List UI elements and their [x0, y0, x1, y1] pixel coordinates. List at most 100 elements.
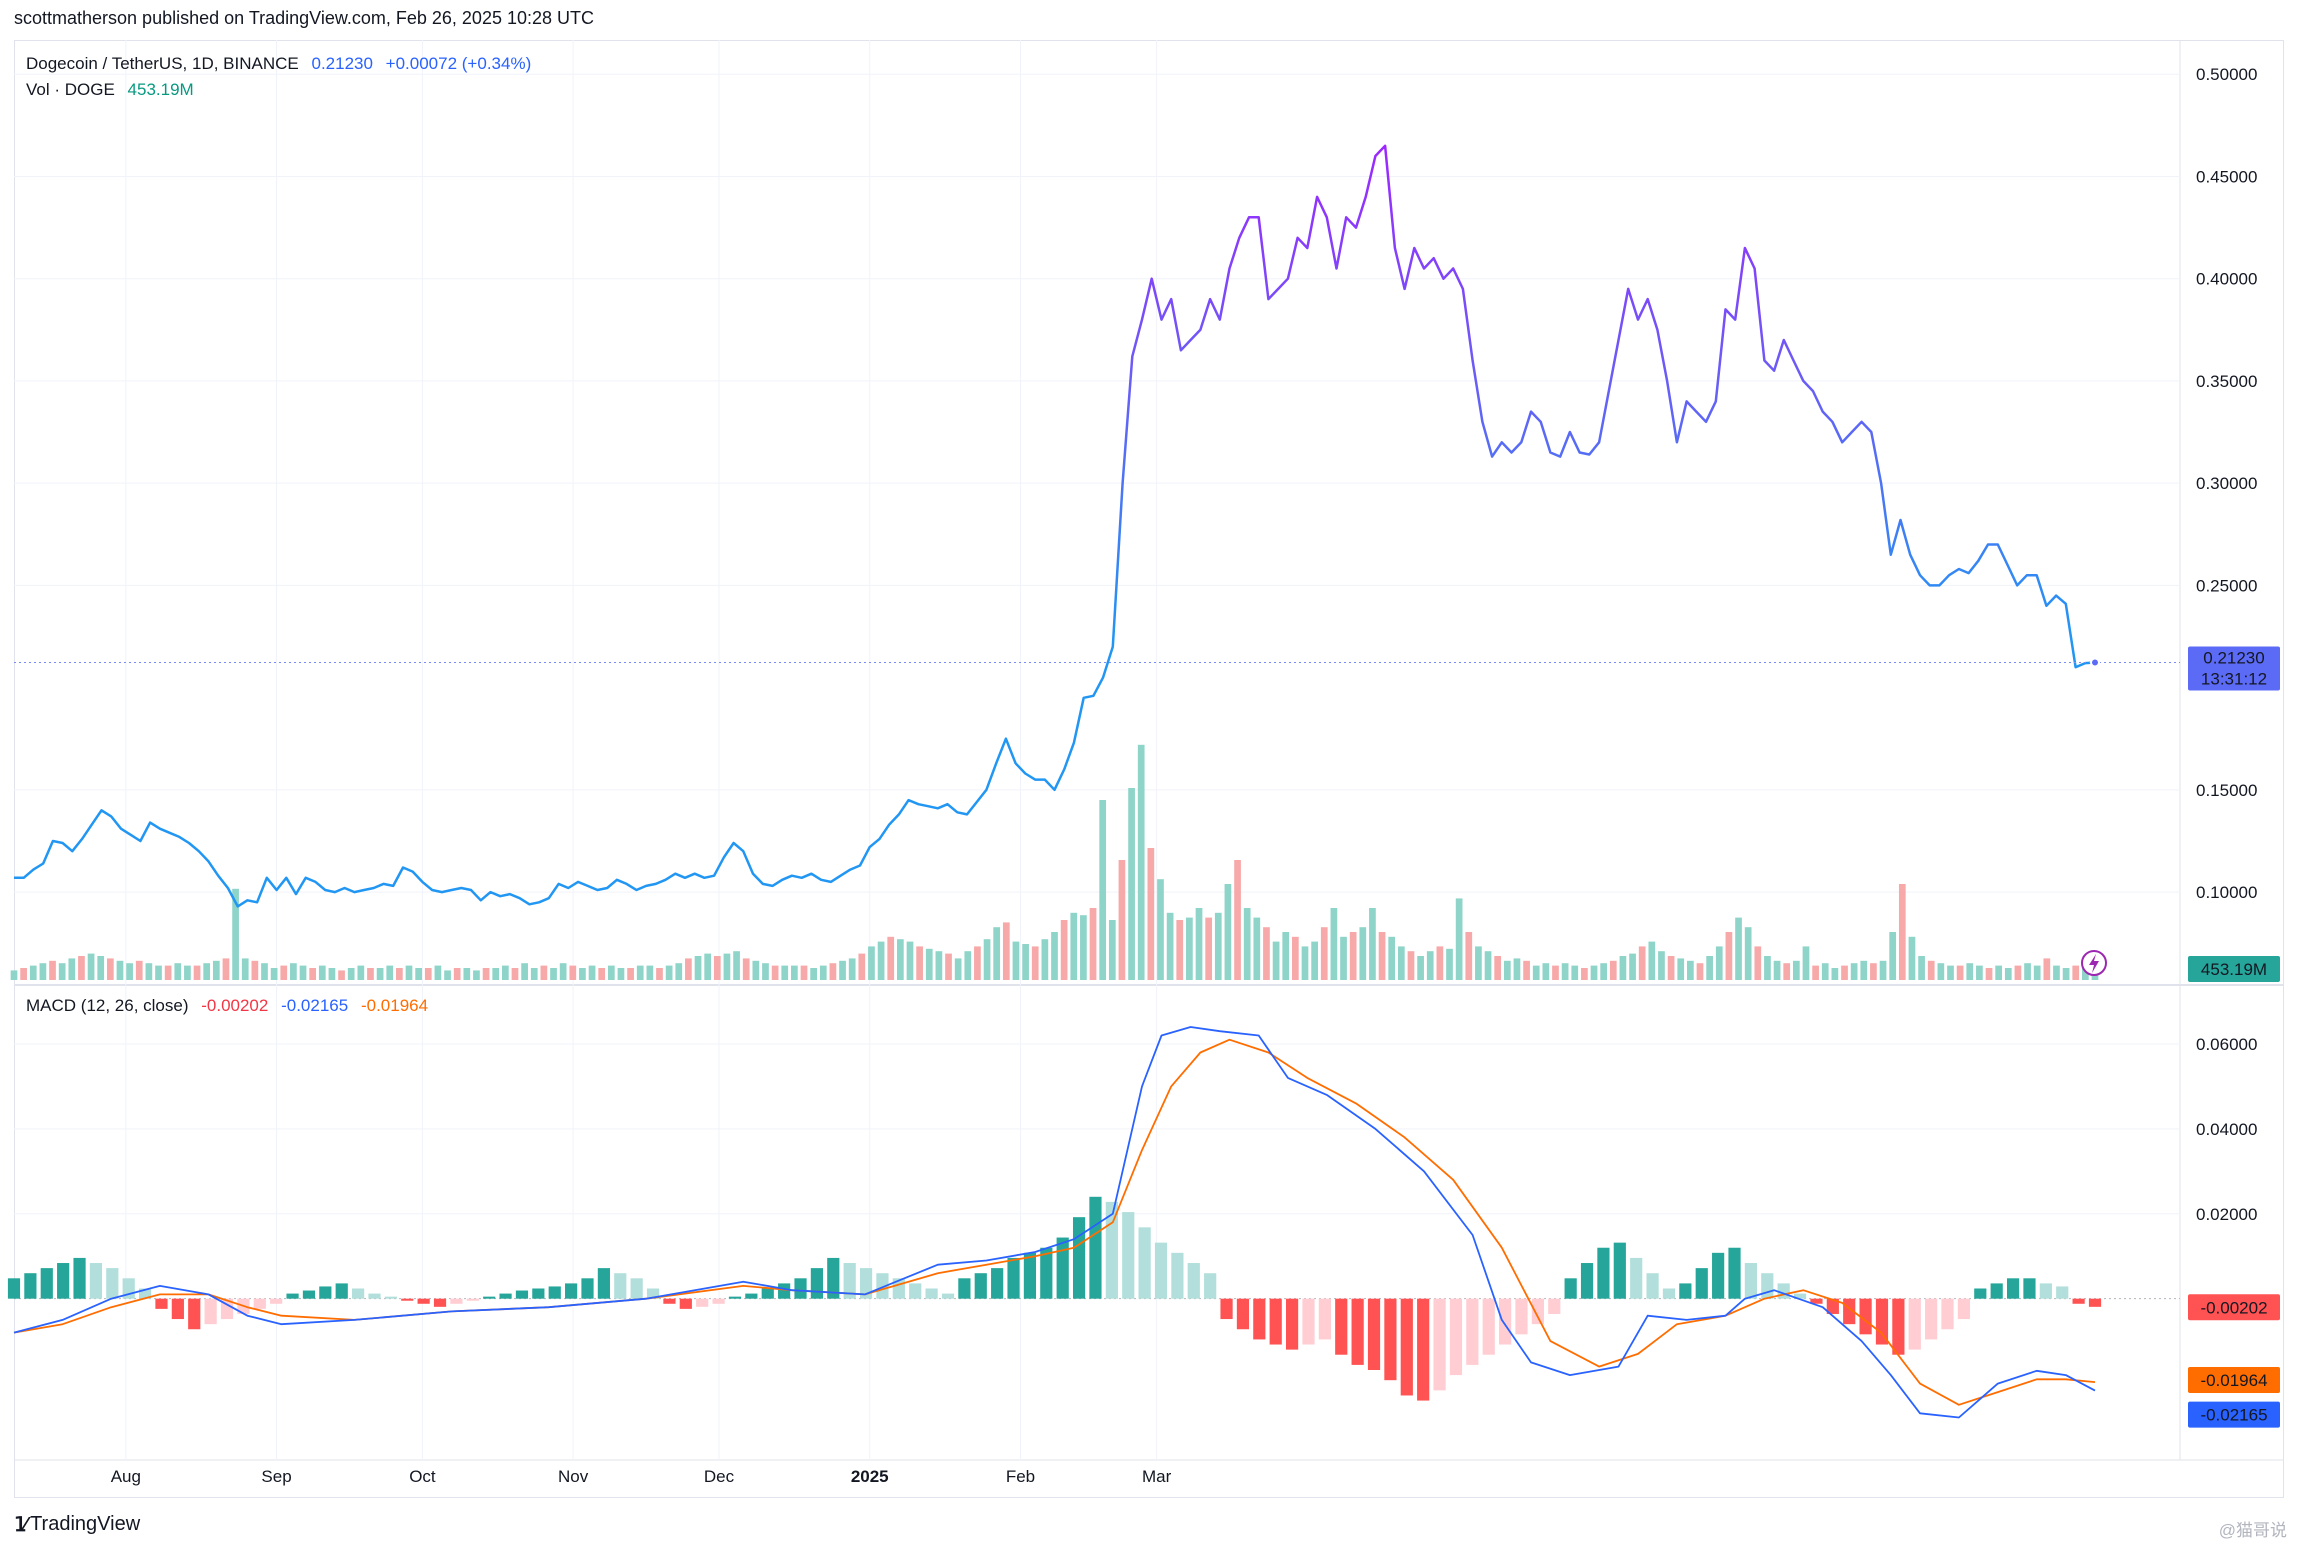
volume-bar: [1407, 951, 1415, 980]
macd-histogram-bar: [335, 1283, 348, 1299]
volume-bar: [1706, 956, 1713, 980]
macd-histogram-bar: [40, 1268, 53, 1299]
macd-histogram-bar: [1793, 1293, 1807, 1299]
volume-bar: [1089, 908, 1097, 980]
macd-histogram-bar: [1122, 1212, 1135, 1299]
volume-bar: [444, 970, 451, 980]
volume-bar: [203, 963, 211, 980]
macd-histogram-bar: [1351, 1298, 1364, 1365]
legend-macd-line: -0.02165: [281, 996, 349, 1015]
x-tick-label: Nov: [558, 1467, 589, 1486]
volume-bar: [925, 948, 933, 980]
macd-histogram-bar: [745, 1293, 758, 1299]
macd-histogram-bar: [1564, 1278, 1577, 1299]
volume-bar: [20, 968, 27, 980]
macd-histogram-bar: [188, 1298, 201, 1330]
volume-bar: [781, 965, 789, 980]
volume-bar: [1108, 920, 1116, 980]
macd-histogram-bar: [1040, 1247, 1053, 1299]
macd-histogram-bar: [1875, 1298, 1889, 1345]
macd-histogram-bar: [1925, 1298, 1938, 1340]
macd-histogram-bar: [974, 1273, 987, 1299]
legend-volume-value: 453.19M: [127, 80, 194, 99]
volume-bar: [145, 963, 153, 980]
volume-bar: [1475, 946, 1482, 980]
volume-bar: [1860, 960, 1868, 980]
volume-bar: [1792, 960, 1800, 980]
volume-bar: [1783, 963, 1791, 980]
volume-bar: [290, 963, 297, 980]
volume-bar: [1667, 956, 1675, 980]
macd-y-tick-label: 0.02000: [2196, 1205, 2257, 1224]
volume-bar: [1609, 960, 1617, 980]
volume-bar: [193, 965, 201, 980]
macd-histogram-bar: [155, 1298, 168, 1309]
volume-bar: [1735, 917, 1742, 980]
x-tick-label: Mar: [1142, 1467, 1172, 1486]
macd-histogram-bar: [1171, 1252, 1184, 1299]
macd-y-tick-label: 0.04000: [2196, 1120, 2257, 1139]
macd-histogram-bar: [1204, 1273, 1217, 1299]
macd-histogram-bar: [1531, 1298, 1544, 1325]
macd-histogram-bar: [1515, 1298, 1528, 1335]
macd-histogram-bar: [1253, 1298, 1266, 1340]
tradingview-logo[interactable]: 𝟣⁄ TradingView: [14, 1512, 140, 1537]
volume-bar: [473, 970, 480, 980]
volume-bar: [993, 927, 1001, 980]
volume-bar: [694, 956, 702, 980]
macd-histogram-bar: [1335, 1298, 1348, 1355]
volume-bar: [954, 958, 962, 980]
y-tick-label: 0.45000: [2196, 167, 2257, 186]
y-tick-label: 0.15000: [2196, 781, 2257, 800]
volume-bar: [212, 960, 220, 980]
macd-legend: MACD (12, 26, close) -0.00202 -0.02165 -…: [26, 996, 436, 1016]
macd-histogram-bar: [1499, 1298, 1512, 1345]
volume-bar: [1012, 941, 1020, 980]
volume-bar: [1099, 800, 1107, 980]
y-tick-label: 0.40000: [2196, 270, 2257, 289]
volume-bar: [1369, 908, 1376, 980]
volume-bar: [1590, 965, 1598, 980]
volume-bar: [222, 958, 230, 980]
volume-bar: [1561, 963, 1569, 980]
x-tick-label: Dec: [704, 1467, 735, 1486]
macd-histogram-bar: [7, 1278, 21, 1299]
macd-histogram-bar: [1417, 1298, 1430, 1401]
legend-macd-signal: -0.01964: [360, 996, 429, 1015]
last-price-marker: [2090, 657, 2100, 668]
macd-histogram-bar: [253, 1298, 266, 1309]
macd-histogram-bar: [1744, 1263, 1757, 1299]
volume-bar: [49, 960, 56, 980]
volume-bar: [1263, 927, 1270, 980]
macd-histogram-bar: [548, 1286, 561, 1299]
volume-bar: [1889, 932, 1897, 980]
volume-bar: [299, 965, 307, 980]
macd-histogram-bar: [728, 1296, 742, 1299]
macd-histogram-bar: [1630, 1257, 1643, 1299]
volume-bar: [530, 968, 538, 980]
macd-histogram-bar: [1892, 1298, 1905, 1355]
macd-histogram-bar: [1072, 1217, 1086, 1299]
volume-bar: [1879, 960, 1887, 980]
volume-bar: [964, 951, 972, 980]
macd-hist-tag-bg: [2188, 1294, 2280, 1321]
macd-histogram-bar: [712, 1298, 725, 1304]
volume-bar: [1870, 963, 1877, 980]
y-tick-label: 0.25000: [2196, 576, 2257, 595]
volume-bar: [1812, 965, 1819, 980]
volume-bar: [184, 965, 191, 980]
macd-line-tag: -0.02165: [2200, 1406, 2267, 1425]
macd-histogram-bar: [1957, 1298, 1971, 1320]
y-tick-label: 0.10000: [2196, 883, 2257, 902]
macd-signal-tag-bg: [2188, 1367, 2280, 1394]
volume-bar: [270, 968, 278, 980]
macd-histogram-bar: [384, 1296, 397, 1299]
macd-line: [13, 1026, 2096, 1419]
volume-bar: [386, 965, 394, 980]
x-tick-label: Feb: [1006, 1467, 1035, 1486]
macd-histogram-bar: [302, 1290, 316, 1299]
volume-bar: [78, 956, 85, 980]
volume-bar: [1330, 908, 1338, 980]
volume-bar: [935, 951, 943, 980]
